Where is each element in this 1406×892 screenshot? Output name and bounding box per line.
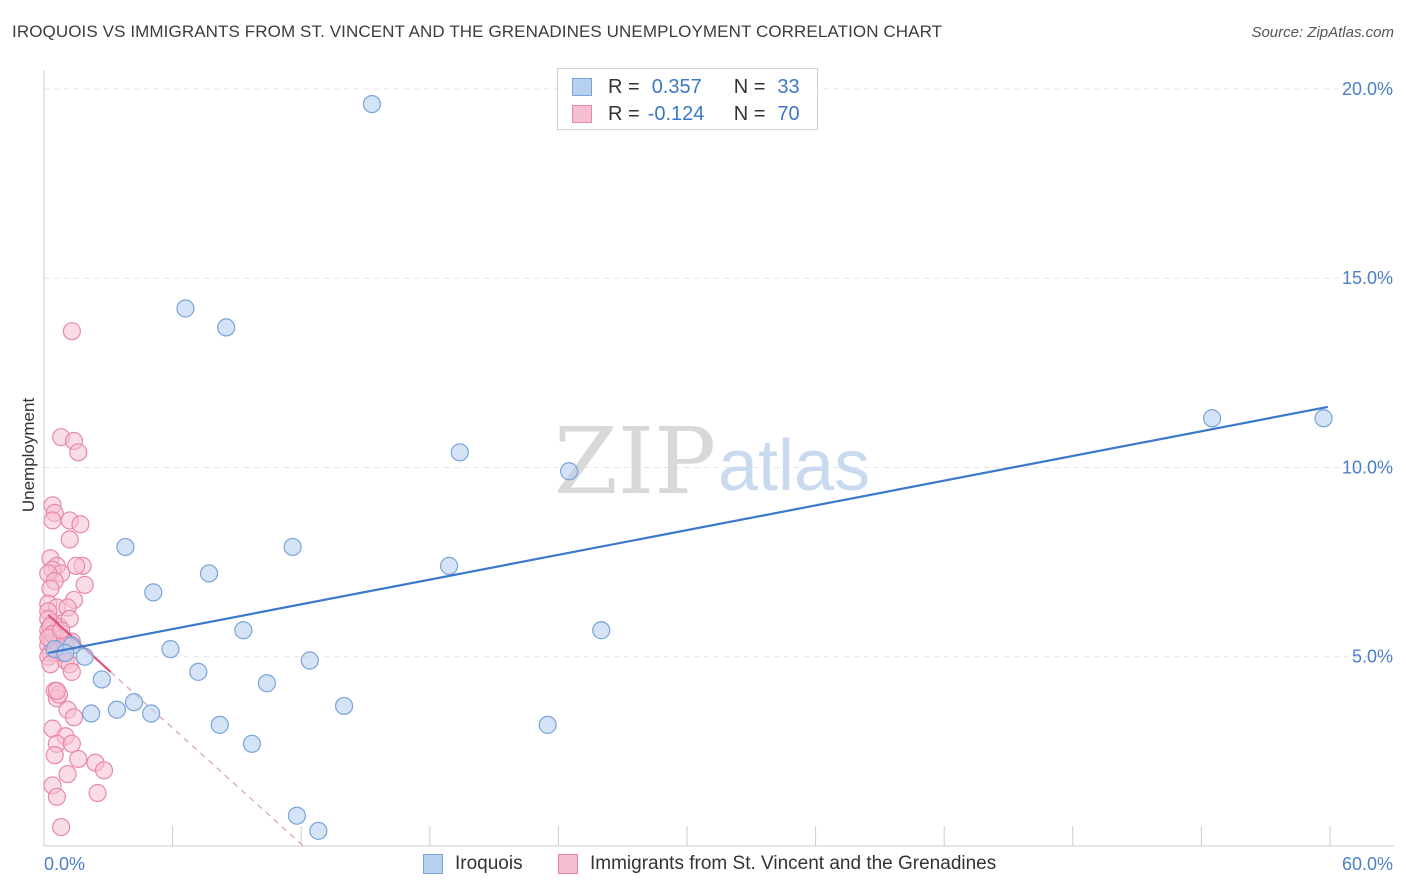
immigrants-point [67,556,86,575]
immigrants-point [43,511,62,530]
n-label: N = [733,102,766,125]
iroquois-point [1314,409,1333,428]
chart-title: IROQUOIS VS IMMIGRANTS FROM ST. VINCENT … [12,22,943,41]
iroquois-trend-line [48,405,1329,655]
legend-row-immigrants: R = -0.124 N = 70 [572,101,800,127]
iroquois-point [309,821,328,840]
source-label: Source: ZipAtlas.com [1251,24,1394,41]
immigrants-point [47,787,66,806]
legend-item-immigrants: Immigrants from St. Vincent and the Gren… [558,850,996,878]
x-tick-label: 0.0% [44,854,85,874]
immigrants-point [69,443,88,462]
iroquois-point [116,537,135,557]
correlation-legend: R = 0.357 N = 33 R = -0.124 N = 70 [557,68,818,130]
iroquois-point [283,537,302,557]
legend-row-iroquois: R = 0.357 N = 33 [572,74,800,100]
immigrants-point [45,746,64,765]
iroquois-point [199,564,219,583]
legend-swatch-pink [572,105,592,123]
immigrants-point [52,621,71,640]
iroquois-point [176,299,195,318]
immigrants-point [62,322,81,341]
iroquois-point [124,693,144,712]
legend-item-iroquois: Iroquois [423,850,523,878]
iroquois-point [56,643,75,663]
iroquois-point [161,640,180,659]
iroquois-point [1203,409,1222,428]
y-axis-label: Unemployment [19,398,38,513]
legend-swatch-blue [423,854,443,874]
immigrants-point [62,734,81,753]
iroquois-point [560,462,579,481]
iroquois-point [592,621,611,640]
immigrants-point [41,579,60,598]
tick-labels: 5.0% 10.0% 15.0% 20.0% 0.0% 60.0% [44,79,1393,874]
iroquois-point [242,734,262,753]
iroquois-point [107,700,126,719]
iroquois-point [439,556,459,575]
iroquois-point [189,662,208,681]
y-tick-label: 5.0% [1352,647,1393,667]
immigrants-point [69,749,88,769]
iroquois-point [450,443,469,462]
immigrants-point [64,708,84,727]
iroquois-point [82,704,101,723]
iroquois-point [234,621,253,640]
axes [43,70,1394,847]
legend-swatch-pink [558,854,578,874]
series-immigrants-points [39,322,114,837]
r-label: R = [608,102,640,125]
r-value: -0.124 [647,102,705,125]
iroquois-point [92,670,111,689]
iroquois-point [257,674,277,693]
immigrants-point [52,817,71,837]
immigrants-point [58,764,77,784]
iroquois-point [144,583,163,602]
iroquois-point [300,651,319,670]
watermark-zip: ZIP [554,408,716,515]
immigrants-point [62,662,81,681]
n-value: 33 [777,75,800,98]
x-tick-label: 60.0% [1342,854,1393,874]
iroquois-point [142,704,161,723]
immigrants-point [94,761,114,780]
legend-label-iroquois: Iroquois [455,853,523,874]
immigrants-point [71,515,90,534]
iroquois-point [334,696,354,716]
immigrants-point [47,681,66,700]
iroquois-point [210,715,229,734]
y-tick-label: 15.0% [1342,268,1393,288]
series-iroquois-points [45,94,1333,840]
y-tick-label: 20.0% [1342,79,1393,99]
n-value: 70 [777,102,800,125]
gridlines [44,88,1394,658]
immigrants-point [75,575,94,594]
iroquois-point [75,647,94,666]
iroquois-point [217,318,236,337]
immigrants-point [88,783,107,803]
watermark-atlas: atlas [718,426,870,506]
iroquois-point [362,94,382,114]
r-label: R = [608,75,640,98]
n-label: N = [733,75,766,98]
legend-swatch-blue [572,78,592,96]
r-value: 0.357 [651,75,702,98]
iroquois-point [538,715,557,734]
legend-label-immigrants: Immigrants from St. Vincent and the Gren… [590,853,997,874]
immigrants-point [60,530,79,549]
y-tick-label: 10.0% [1342,457,1393,477]
iroquois-point [287,806,307,825]
